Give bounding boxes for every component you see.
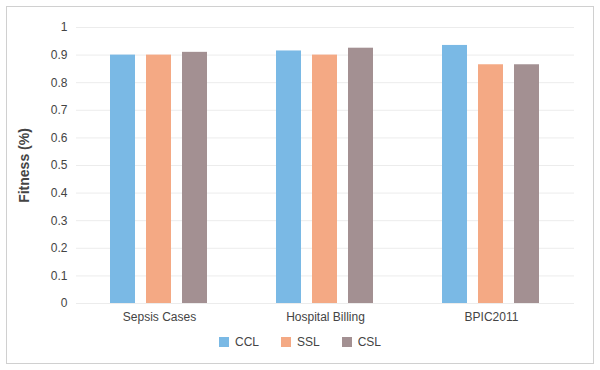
svg-text:0.7: 0.7 — [51, 103, 68, 117]
svg-text:0.5: 0.5 — [51, 158, 68, 172]
html-text:SSL: SSL — [297, 335, 320, 349]
svg-text:Fitness (%): Fitness (%) — [16, 128, 32, 203]
svg-text:Hospital Billing: Hospital Billing — [286, 310, 365, 324]
html-text:CCL: CCL — [235, 335, 259, 349]
svg-text:1: 1 — [61, 20, 68, 34]
svg-text:0.3: 0.3 — [51, 214, 68, 228]
svg-text:0.8: 0.8 — [51, 76, 68, 90]
svg-text:0.9: 0.9 — [51, 48, 68, 62]
svg-text:0: 0 — [61, 296, 68, 310]
svg-text:0.1: 0.1 — [51, 269, 68, 283]
svg-text:Sepsis Cases: Sepsis Cases — [123, 310, 196, 324]
html-text:CSL: CSL — [357, 335, 381, 349]
svg-text:BPIC2011: BPIC2011 — [465, 310, 519, 324]
svg-text:0.2: 0.2 — [51, 241, 68, 255]
svg-text:0.4: 0.4 — [51, 186, 68, 200]
svg-text:0.6: 0.6 — [51, 131, 68, 145]
